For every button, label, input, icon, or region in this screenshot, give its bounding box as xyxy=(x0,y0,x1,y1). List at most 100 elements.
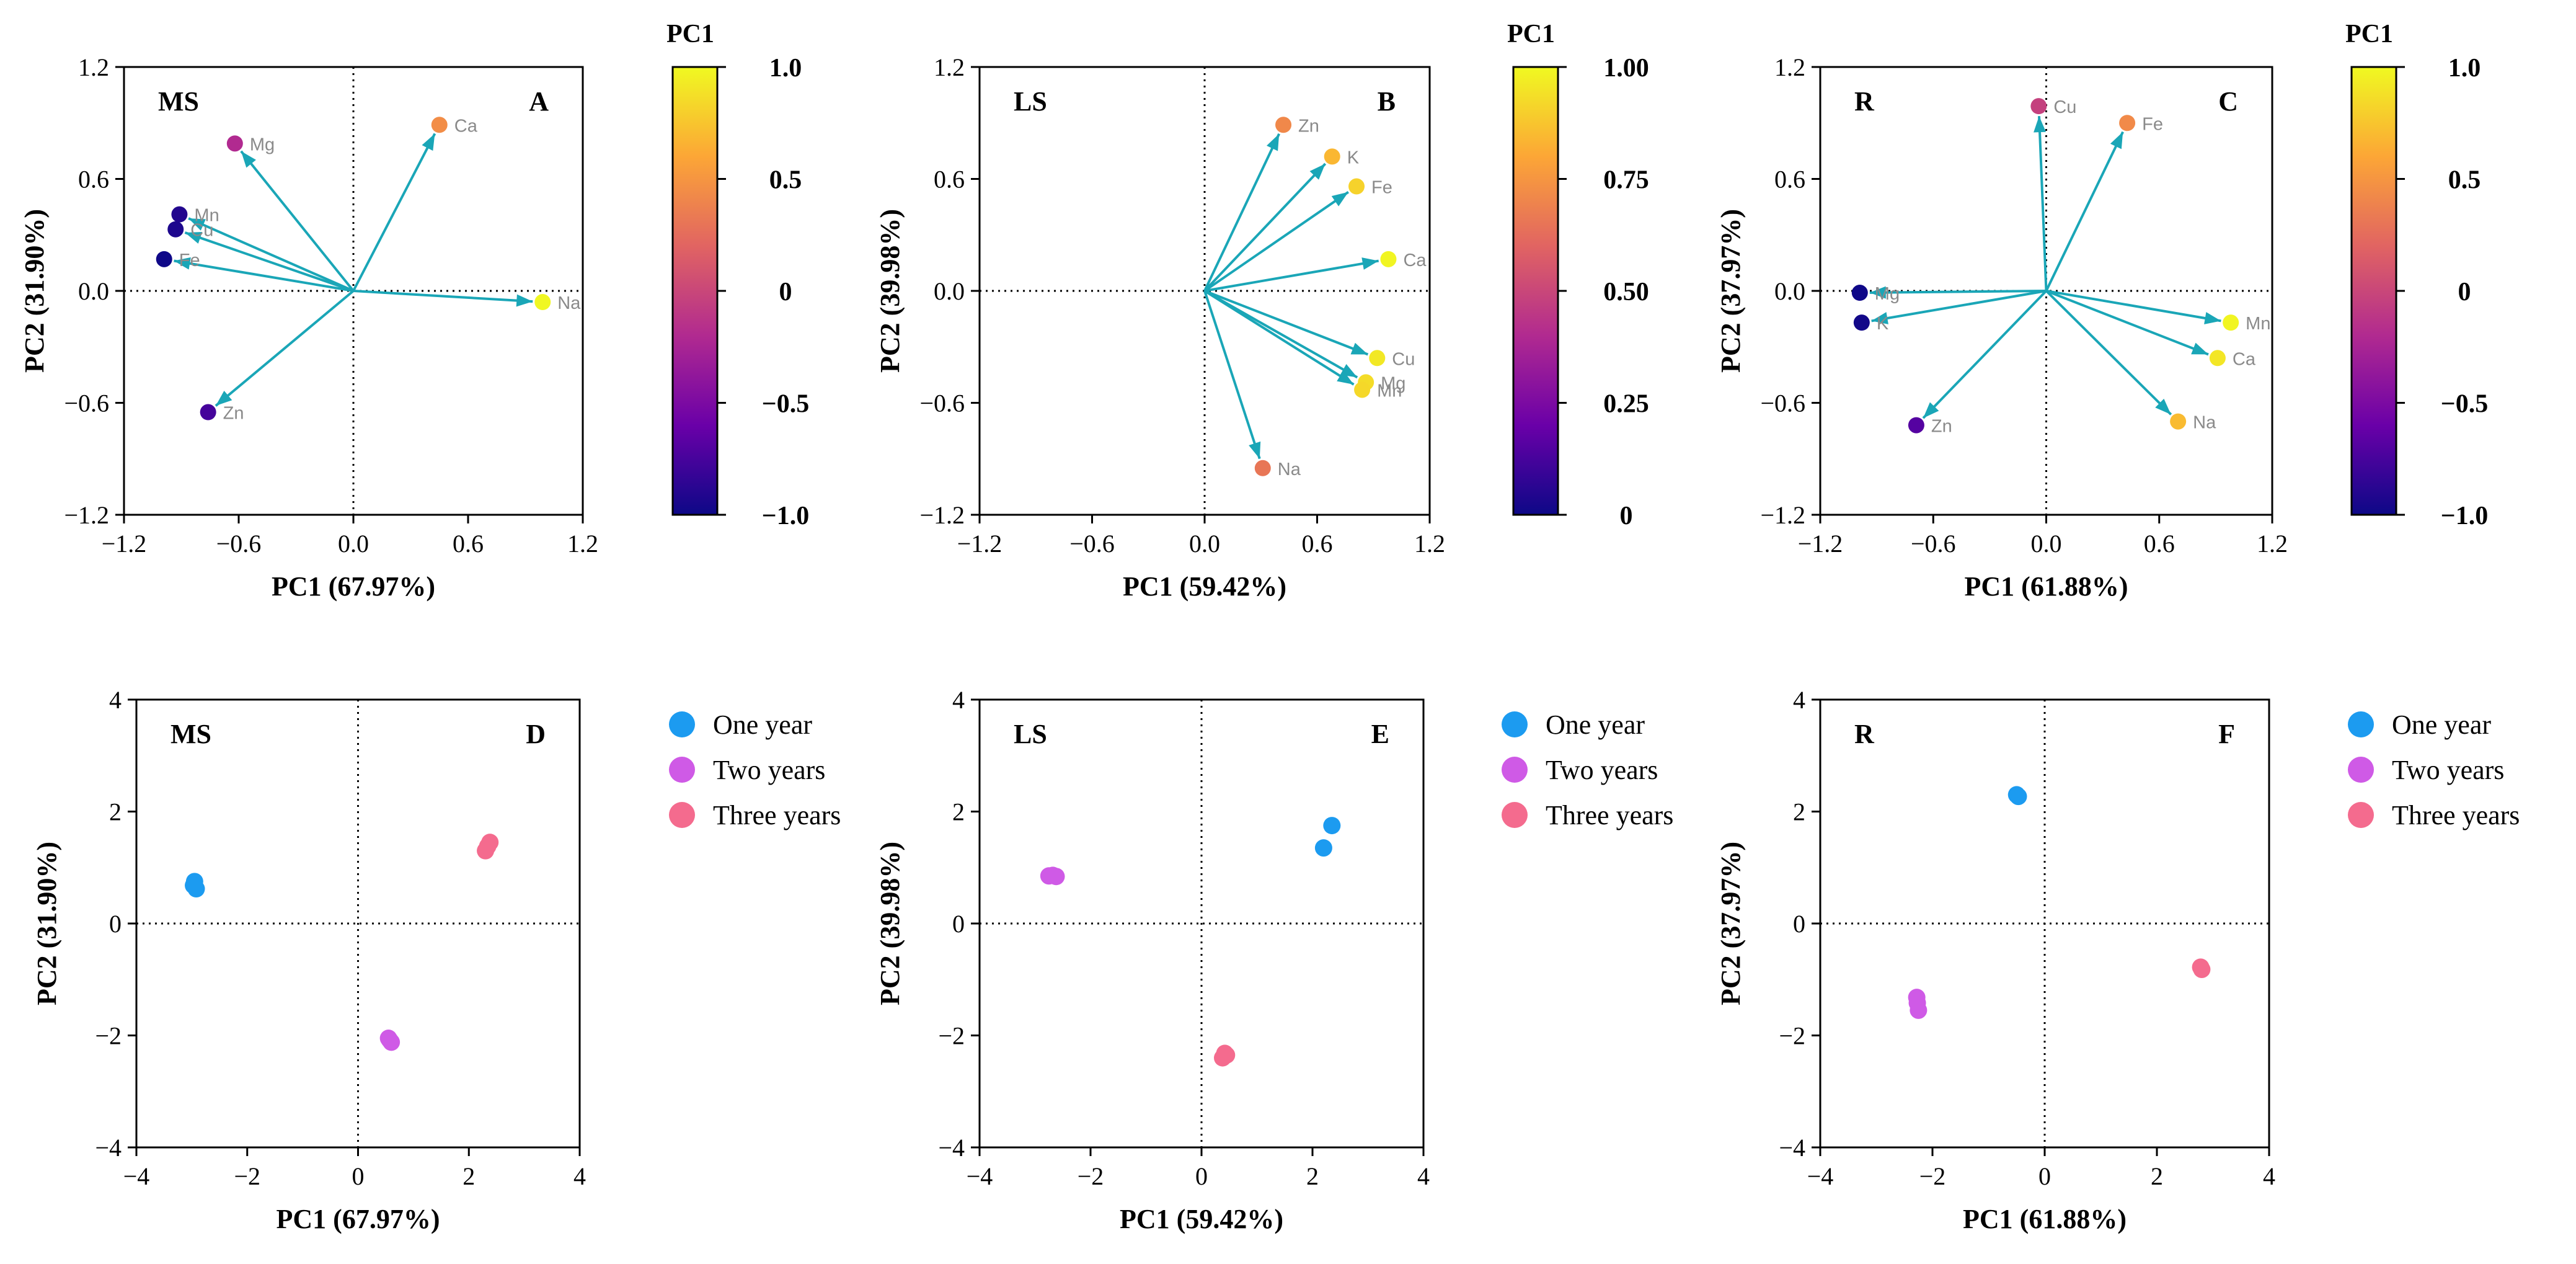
loading-label-ca: Ca xyxy=(2233,349,2256,369)
y-axis-title: PC2 (37.97%) xyxy=(1715,842,1746,1005)
loading-arrow-ca xyxy=(352,133,436,292)
loading-arrow-na xyxy=(2045,290,2172,416)
colorbar-tick-label: −1.0 xyxy=(2441,502,2488,530)
arrow-head xyxy=(2110,131,2123,149)
colorbar-tick-label: 0.50 xyxy=(1603,278,1649,306)
x-tick-label: 0 xyxy=(352,1162,365,1190)
x-tick-label: −2 xyxy=(234,1162,260,1190)
y-tick-label: 4 xyxy=(952,686,965,714)
loading-label-fe: Fe xyxy=(1371,178,1392,198)
x-tick-label: 0.0 xyxy=(2031,530,2062,558)
panel-letter: C xyxy=(2218,86,2238,117)
y-tick-label: 2 xyxy=(109,798,122,826)
colorbar-title: PC1 xyxy=(666,20,714,48)
x-tick-label: −2 xyxy=(1078,1162,1104,1190)
arrow-head xyxy=(516,294,533,307)
loading-label-na: Na xyxy=(1278,460,1301,479)
y-tick-label: 0 xyxy=(952,910,965,938)
loading-arrow-zn xyxy=(215,290,355,407)
panel-a: −1.2 −0.6 0.0 0.6 1.2 1.2 0.6 0.0 −0.6 −1.2 PC1 (6… xyxy=(19,53,598,602)
arrow-head xyxy=(174,257,191,270)
legend-label-one-year: One year xyxy=(1546,710,1645,740)
arrow-head xyxy=(1309,164,1326,180)
score-point-three-years xyxy=(1218,1046,1236,1064)
y-axis-title: PC2 (31.90%) xyxy=(19,209,50,373)
x-axis-title: PC1 (61.88%) xyxy=(1963,1204,2127,1234)
arrow-head xyxy=(2034,116,2047,133)
x-tick-label: 4 xyxy=(1417,1162,1430,1190)
y-tick-label: 0 xyxy=(1793,910,1805,938)
x-axis-title: PC1 (59.42%) xyxy=(1123,571,1286,602)
colorbar-tick-label: 0 xyxy=(2458,278,2471,306)
y-tick-label: 1.2 xyxy=(934,53,965,81)
y-tick-label: −0.6 xyxy=(1760,389,1805,417)
y-tick-label: −4 xyxy=(938,1134,965,1162)
x-tick-label: −2 xyxy=(1919,1162,1946,1190)
colorbar-tick-label: 0.75 xyxy=(1603,166,1649,195)
loading-label-ca: Ca xyxy=(1403,251,1427,270)
y-tick-label: −1.2 xyxy=(64,501,109,529)
y-tick-label: −2 xyxy=(95,1022,122,1050)
loading-point-mg xyxy=(226,135,243,152)
loading-arrow-k xyxy=(1871,290,2047,323)
arrow-head xyxy=(1267,133,1280,151)
x-tick-label: −1.2 xyxy=(1798,530,1843,558)
legend-label-two-years: Two years xyxy=(713,755,825,785)
loading-label-fe: Fe xyxy=(2142,114,2163,134)
loading-point-mn xyxy=(2223,314,2239,331)
x-axis-title: PC1 (59.42%) xyxy=(1120,1204,1283,1234)
x-axis-title: PC1 (67.97%) xyxy=(272,571,435,602)
colorbar-tick-label: −0.5 xyxy=(2441,390,2488,419)
x-tick-label: 0.0 xyxy=(1189,530,1220,558)
arrow-head xyxy=(1331,192,1348,207)
y-tick-label: 0.6 xyxy=(78,166,109,194)
colorbar-tick-label: 0 xyxy=(779,278,792,306)
arrow-head xyxy=(1871,312,1888,324)
loading-arrow-zn xyxy=(1922,290,2047,419)
loading-label-k: K xyxy=(1877,314,1889,334)
colorbar-tick-label: −0.5 xyxy=(762,390,809,419)
loading-arrow-na xyxy=(353,290,533,303)
x-tick-label: −1.2 xyxy=(102,530,147,558)
y-axis-title: PC2 (37.97%) xyxy=(1715,209,1746,373)
y-tick-label: −2 xyxy=(1779,1022,1805,1050)
arrow-head xyxy=(1361,257,1379,270)
x-tick-label: 2 xyxy=(463,1162,475,1190)
legend-label-one-year: One year xyxy=(2392,710,2491,740)
x-tick-label: −1.2 xyxy=(957,530,1003,558)
colorbar-tick-label: 0.5 xyxy=(769,166,802,195)
loading-arrow-cu xyxy=(2038,116,2048,292)
loading-point-na xyxy=(2170,413,2187,430)
arrow-head xyxy=(1249,441,1261,459)
loading-arrow-mn xyxy=(188,217,354,292)
y-tick-label: 0.0 xyxy=(78,277,109,305)
arrow-head xyxy=(185,232,203,244)
legend-label-two-years: Two years xyxy=(1546,755,1658,785)
arrow-head xyxy=(1923,402,1939,419)
loading-label-mg: Mg xyxy=(250,135,275,154)
legend-label-three-years: Three years xyxy=(1546,800,1673,830)
legend-label-three-years: Three years xyxy=(713,800,841,830)
legend-marker-two-years xyxy=(2348,757,2374,783)
loading-point-cu xyxy=(2030,98,2047,115)
panel-d: −4 −2 0 2 4 4 2 0 −2 −4 PC1 (67.97%) PC2 (31.90%) MS… xyxy=(32,686,586,1234)
loading-label-na: Na xyxy=(557,293,581,313)
colorbar-tick-label: 0.25 xyxy=(1603,390,1649,419)
loading-point-cu xyxy=(1369,350,1386,367)
x-tick-label: −0.6 xyxy=(216,530,262,558)
loading-label-mn: Mn xyxy=(194,206,219,226)
panel-letter: D xyxy=(526,719,546,749)
loading-arrow-mg xyxy=(240,150,355,292)
arrow-head xyxy=(422,133,435,151)
x-tick-label: 2 xyxy=(1306,1162,1319,1190)
y-axis-title: PC2 (39.98%) xyxy=(875,842,905,1005)
legend-f: One year Two years Three years xyxy=(2348,710,2520,830)
loading-arrow-na xyxy=(1203,290,1261,460)
loading-arrow-ca xyxy=(1204,259,1379,292)
score-point-one-year xyxy=(185,876,203,894)
score-point-one-year xyxy=(1314,839,1332,857)
x-tick-label: 4 xyxy=(573,1162,586,1190)
x-tick-label: 0 xyxy=(1195,1162,1208,1190)
loading-arrow-fe xyxy=(174,259,354,292)
